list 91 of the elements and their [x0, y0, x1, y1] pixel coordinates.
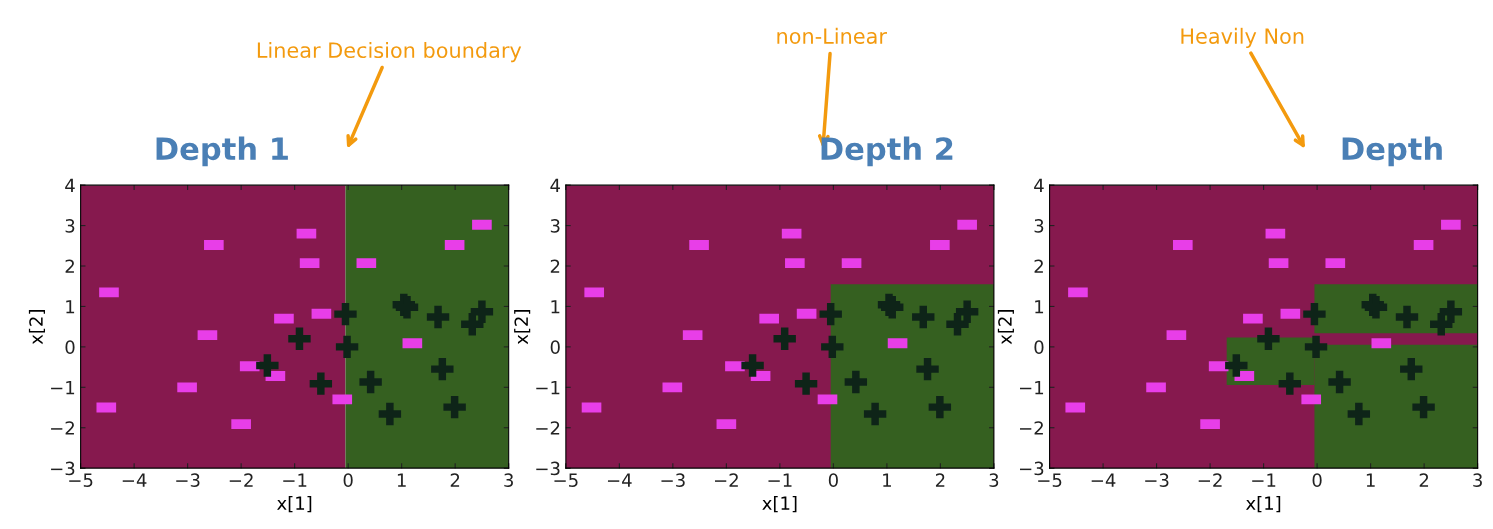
y-axis-title: x[2] [514, 310, 531, 345]
x-tick-label: 2 [935, 473, 945, 487]
point [863, 402, 887, 426]
x-tick-label: −1 [1252, 473, 1276, 487]
y-tick-label: 0 [550, 340, 560, 354]
y-tick-label: 4 [550, 178, 560, 193]
chart-title: Depth 1 [156, 136, 288, 167]
point [1225, 354, 1248, 377]
y-axis-title: x[2] [997, 310, 1014, 345]
point [844, 370, 868, 394]
y-tick-label: 2 [65, 259, 74, 273]
point [928, 395, 952, 419]
x-tick-label: −4 [607, 473, 632, 487]
point [794, 372, 818, 395]
y-tick-label: 1 [551, 300, 560, 314]
x-tick-label: −2 [714, 473, 738, 487]
y-tick-label: 3 [550, 219, 560, 233]
point [470, 300, 494, 323]
y-tick-label: 0 [65, 340, 75, 354]
point [431, 357, 454, 381]
point [741, 354, 764, 377]
chart-title: Depth [1342, 136, 1442, 167]
x-tick-label: −1 [283, 473, 307, 487]
x-tick-label: 0 [1312, 473, 1322, 487]
x-tick-label: −2 [229, 473, 253, 487]
point [1400, 357, 1423, 381]
y-tick-label: 1 [1035, 300, 1044, 314]
x-tick-label: 2 [450, 473, 460, 487]
point [1328, 370, 1351, 394]
x-axis-title: x[1] [277, 496, 312, 513]
point [819, 302, 842, 326]
point [1304, 335, 1328, 359]
x-tick-label: 1 [883, 473, 891, 487]
y-tick-label: 1 [66, 300, 75, 314]
point [1347, 402, 1371, 426]
x-axis-title: x[1] [762, 496, 797, 513]
y-tick-label: −2 [536, 421, 560, 435]
point [773, 327, 796, 350]
x-tick-label: 3 [989, 473, 999, 487]
y-tick-label: 2 [550, 259, 560, 273]
point [821, 335, 844, 359]
y-tick-label: 4 [65, 178, 75, 193]
y-tick-label: 3 [65, 219, 75, 233]
point [309, 372, 333, 395]
point [955, 300, 979, 323]
point [426, 305, 450, 329]
x-tick-label: 0 [828, 473, 838, 487]
point [288, 327, 311, 350]
point [946, 313, 969, 336]
point [1412, 395, 1435, 419]
point [359, 370, 382, 394]
point [1439, 300, 1463, 323]
y-axis-title: x[2] [28, 310, 45, 345]
x-tick-label: −3 [1145, 473, 1169, 487]
x-axis-title: x[1] [1245, 496, 1281, 513]
text: Linear Decision boundary [257, 41, 522, 63]
point [334, 302, 357, 326]
point [256, 354, 279, 377]
x-tick-label: 0 [343, 473, 353, 487]
x-tick-label: −2 [1198, 473, 1222, 487]
x-tick-label: −4 [1091, 473, 1116, 487]
y-tick-label: −2 [51, 421, 74, 435]
y-tick-label: −1 [536, 381, 560, 395]
x-tick-label: 3 [504, 473, 513, 487]
point [916, 357, 939, 381]
x-tick-label: 2 [1419, 473, 1429, 487]
y-tick-label: 3 [1034, 219, 1044, 233]
point [378, 402, 402, 426]
x-tick-label: −3 [661, 473, 685, 487]
y-tick-label: −1 [1020, 381, 1044, 395]
point [335, 335, 359, 359]
point [443, 395, 466, 419]
y-tick-label: −2 [1020, 421, 1043, 435]
x-tick-label: −3 [176, 473, 200, 487]
x-tick-label: 1 [397, 473, 406, 487]
x-tick-label: −4 [122, 473, 147, 487]
point [1257, 327, 1280, 350]
y-tick-label: −1 [51, 381, 75, 395]
point [1303, 302, 1326, 326]
y-tick-label: 0 [1034, 340, 1044, 354]
y-tick-label: 2 [1034, 259, 1043, 273]
x-tick-label: 1 [1366, 473, 1375, 487]
x-tick-label: 3 [1473, 473, 1482, 487]
text: non-Linear [777, 27, 887, 44]
point [1278, 372, 1302, 395]
text: Heavily Non [1181, 27, 1304, 48]
point [912, 305, 935, 329]
point [1395, 305, 1419, 329]
chart-title: Depth 2 [821, 136, 953, 167]
x-tick-label: −1 [768, 473, 792, 487]
y-tick-label: 4 [1034, 178, 1044, 193]
